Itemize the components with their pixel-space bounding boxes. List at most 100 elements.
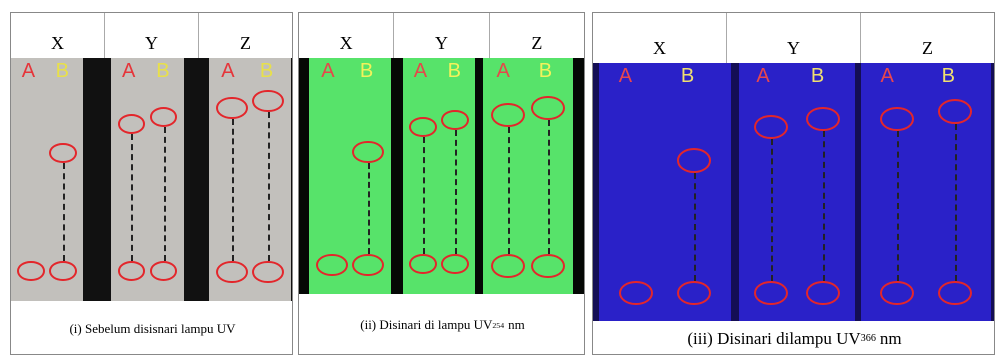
spot-label: B	[260, 60, 273, 83]
elution-line	[423, 137, 425, 254]
column-header: Y	[727, 13, 861, 63]
column-header: Z	[199, 13, 292, 58]
spot-ring	[880, 107, 914, 131]
spot-label: B	[448, 60, 461, 83]
spot-ring	[677, 281, 711, 305]
spot-ring	[352, 254, 383, 276]
caption-text: (ii) Disinari di lampu UV	[360, 317, 492, 333]
caption-unit: nm	[508, 317, 525, 333]
spot-ring	[252, 261, 283, 283]
column-header: Y	[394, 13, 489, 58]
figure: XYZABABAB(i) Sebelum disisnari lampu UVX…	[0, 0, 1005, 361]
spot-ring	[441, 110, 468, 130]
spot-label: A	[619, 65, 632, 88]
spot-ring	[938, 99, 972, 123]
spot-label: B	[56, 60, 69, 83]
spot-ring	[352, 141, 383, 163]
spot-ring	[491, 103, 525, 127]
elution-line	[955, 124, 957, 281]
elution-line	[232, 119, 234, 261]
spot-ring	[49, 143, 76, 163]
spot-ring	[316, 254, 347, 276]
spot-ring	[677, 148, 711, 172]
elution-line	[823, 131, 825, 281]
spot-ring	[806, 107, 840, 131]
spot-ring	[118, 114, 146, 134]
spot-label: A	[756, 65, 769, 88]
elution-line	[368, 163, 370, 254]
spot-ring	[409, 254, 436, 274]
spot-ring	[619, 281, 653, 305]
spot-label: A	[221, 60, 234, 83]
column-header: X	[593, 13, 727, 63]
elution-line	[897, 131, 899, 281]
spot-label: A	[122, 60, 135, 83]
spot-ring	[118, 261, 146, 281]
spot-ring	[150, 107, 178, 127]
spot-ring	[252, 90, 283, 112]
spot-ring	[754, 281, 788, 305]
caption-subscript: 366	[861, 333, 876, 344]
spot-label: B	[539, 60, 552, 83]
column-header: X	[299, 13, 394, 58]
spot-ring	[17, 261, 44, 281]
elution-line	[508, 127, 510, 254]
caption-subscript: 254	[492, 321, 504, 330]
spot-ring	[409, 117, 436, 137]
spot-label: B	[942, 65, 955, 88]
spot-ring	[531, 254, 565, 278]
spot-label: B	[360, 60, 373, 83]
column-header: Y	[105, 13, 199, 58]
spot-label: A	[22, 60, 35, 83]
spot-ring	[491, 254, 525, 278]
spot-ring	[150, 261, 178, 281]
spot-label: B	[156, 60, 169, 83]
caption: (i) Sebelum disisnari lampu UV	[11, 301, 293, 355]
elution-line	[771, 139, 773, 281]
spot-ring	[49, 261, 76, 281]
elution-line	[268, 112, 270, 261]
spot-label: B	[811, 65, 824, 88]
spot-ring	[806, 281, 840, 305]
caption-text: (i) Sebelum disisnari lampu UV	[69, 321, 235, 337]
spot-ring	[441, 254, 468, 274]
spot-label: A	[414, 60, 427, 83]
spot-label: B	[681, 65, 694, 88]
elution-line	[694, 173, 696, 281]
spot-ring	[938, 281, 972, 305]
caption-unit: nm	[880, 329, 902, 349]
spot-label: A	[321, 60, 334, 83]
elution-line	[164, 127, 166, 261]
column-header: Z	[861, 13, 994, 63]
elution-line	[455, 130, 457, 254]
spot-ring	[531, 96, 565, 120]
column-header: Z	[490, 13, 584, 58]
elution-line	[548, 120, 550, 254]
spot-ring	[754, 115, 788, 139]
spot-label: A	[881, 65, 894, 88]
caption-text: (iii) Disinari dilampu UV	[687, 329, 860, 349]
spot-ring	[216, 261, 247, 283]
spot-label: A	[497, 60, 510, 83]
elution-line	[131, 134, 133, 261]
spot-ring	[216, 97, 247, 119]
